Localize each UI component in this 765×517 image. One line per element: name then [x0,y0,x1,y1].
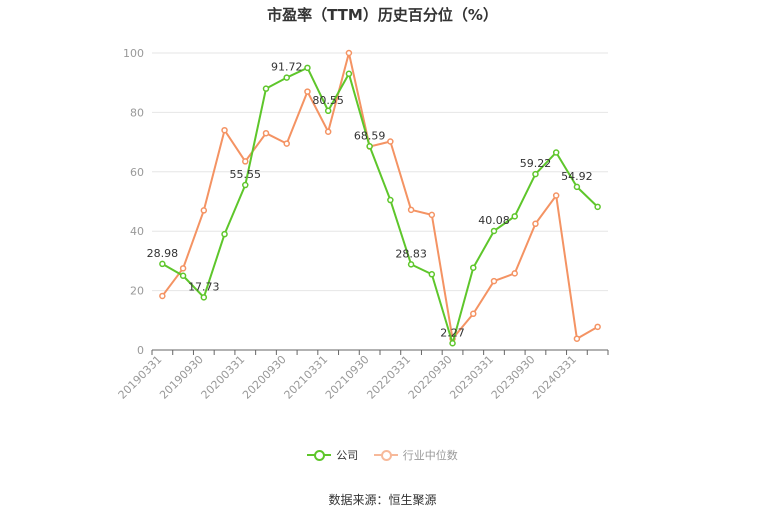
data-point-industry-median [407,206,415,214]
legend-line-marker-icon [307,449,332,461]
data-point-company [304,64,311,72]
data-point-industry-median [532,220,539,228]
data-point-industry-median [552,192,560,199]
legend-item-company[interactable]: 公司 [307,447,358,463]
y-tick-label: 80 [130,106,144,119]
data-point-industry-median [159,292,166,300]
data-label: 54.92 [561,170,593,183]
x-tick-label: 20200930 [240,353,289,402]
x-tick-label: 20240331 [530,353,579,402]
data-label: 68.59 [354,129,386,142]
data-point-industry-median [490,277,498,285]
data-point-company [345,70,353,78]
data-point-company [407,261,415,268]
data-point-industry-median [345,49,353,57]
x-tick-label: 20200331 [199,353,248,402]
data-label: 28.83 [395,247,427,260]
legend-label-company: 公司 [336,449,359,462]
data-point-company [262,85,270,92]
data-point-industry-median [470,310,477,318]
legend-line-marker-icon [373,449,398,461]
data-point-industry-median [594,323,601,331]
source-note: 数据来源：恒生聚源 [328,493,437,507]
data-point-company [221,230,228,238]
y-tick-label: 0 [137,344,144,357]
series-line-industry-median [161,52,599,340]
data-point-company [324,107,332,115]
y-tick-label: 20 [130,285,144,298]
series-line-company [161,66,599,345]
data-point-industry-median [387,138,394,145]
legend-label-industry-median: 行业中位数 [402,449,458,462]
data-point-industry-median [283,140,290,147]
x-tick-label: 20230331 [447,353,496,402]
data-point-industry-median [324,128,332,135]
data-label: 91.72 [271,61,303,74]
data-point-industry-median [179,265,187,272]
data-point-company [490,227,498,235]
data-point-company [179,272,187,279]
data-point-company [428,271,436,278]
x-tick-label: 20190930 [157,353,206,402]
x-tick-label: 20210930 [323,353,372,402]
data-point-company [159,260,166,268]
y-tick-label: 100 [123,47,144,60]
data-label: 55.55 [230,168,262,181]
data-label: 28.98 [147,247,179,260]
data-point-industry-median [573,335,581,342]
data-point-company [242,181,249,189]
data-label: 2.27 [440,326,465,339]
data-point-industry-median [428,211,436,219]
data-point-company [511,213,518,220]
x-tick-label: 20220331 [364,353,413,402]
data-point-company [387,196,394,204]
y-tick-label: 40 [130,225,144,238]
data-point-industry-median [262,129,270,137]
data-point-company [449,340,456,347]
data-point-company [573,183,581,191]
data-label: 80.55 [312,94,344,107]
data-point-company [594,203,601,211]
legend-item-industry-median[interactable]: 行业中位数 [373,447,458,463]
chart-title: 市盈率（TTM）历史百分位（%） [267,6,498,24]
x-tick-label: 20220930 [406,353,455,402]
data-point-company [552,149,560,156]
data-point-industry-median [221,126,228,134]
chart-legend: 公司 行业中位数 [0,447,765,464]
x-tick-label: 20210331 [282,353,331,402]
data-point-industry-median [511,270,518,277]
data-point-company [470,264,477,271]
data-label: 40.08 [478,214,510,227]
data-label: 17.73 [188,280,220,293]
x-tick-label: 20190331 [116,353,165,402]
data-point-industry-median [304,88,311,95]
data-label: 59.22 [520,157,552,170]
data-point-company [366,143,373,150]
data-point-industry-median [242,158,249,165]
y-tick-label: 60 [130,166,144,179]
x-tick-label: 20230930 [489,353,538,402]
data-point-company [532,170,539,178]
data-point-industry-median [200,207,208,214]
data-point-company [200,294,208,301]
data-point-company [283,74,290,81]
